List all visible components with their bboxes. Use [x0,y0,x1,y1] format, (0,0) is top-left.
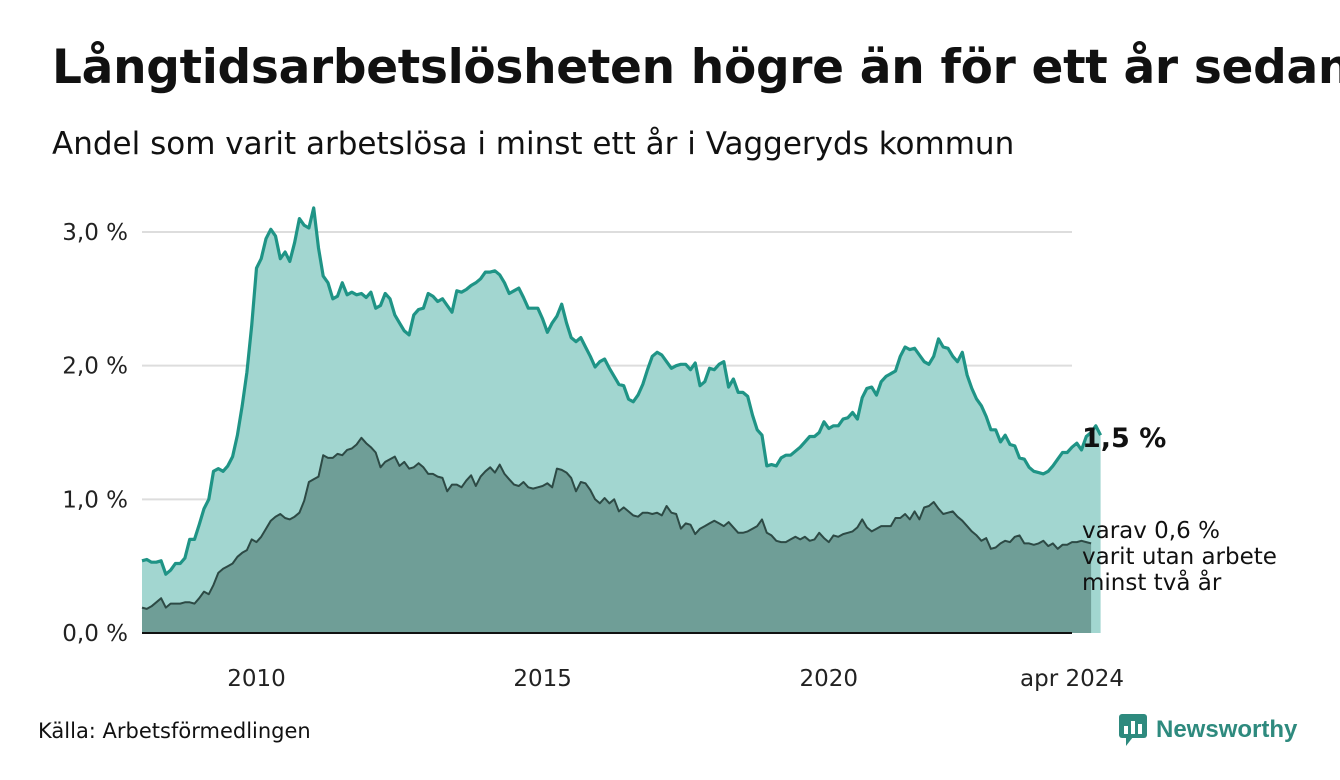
brand-logo: Newsworthy [1118,713,1297,747]
y-tick-label: 2,0 % [62,354,128,380]
latest-2yr-label-line1: varav 0,6 % [1082,518,1220,544]
latest-total-label: 1,5 % [1082,423,1166,454]
line-long-term-unemployed [141,206,1103,576]
source-note: Källa: Arbetsförmedlingen [38,719,311,743]
latest-2yr-label-line3: minst två år [1082,568,1222,596]
line-unemployed-two-years [141,436,1092,610]
x-axis-ticks: 2010 2015 2020 apr 2024 [227,666,1124,692]
chart-subtitle: Andel som varit arbetslösa i minst ett å… [52,126,1015,162]
latest-2yr-label-line2: varit utan arbete [1082,544,1277,570]
x-tick-label: 2015 [513,666,572,692]
y-axis-ticks: 0,0 % 1,0 % 2,0 % 3,0 % [62,220,128,647]
x-tick-label: 2010 [227,666,286,692]
x-tick-label: apr 2024 [1020,666,1124,692]
x-tick-label: 2020 [799,666,858,692]
y-tick-label: 1,0 % [62,487,128,513]
chart-title: Långtidsarbetslösheten högre än för ett … [52,40,1340,95]
brand-name: Newsworthy [1156,716,1298,743]
y-tick-label: 0,0 % [62,621,128,647]
y-tick-label: 3,0 % [62,220,128,246]
newsworthy-icon [1119,714,1147,746]
area-unemployed-two-years [142,437,1092,633]
